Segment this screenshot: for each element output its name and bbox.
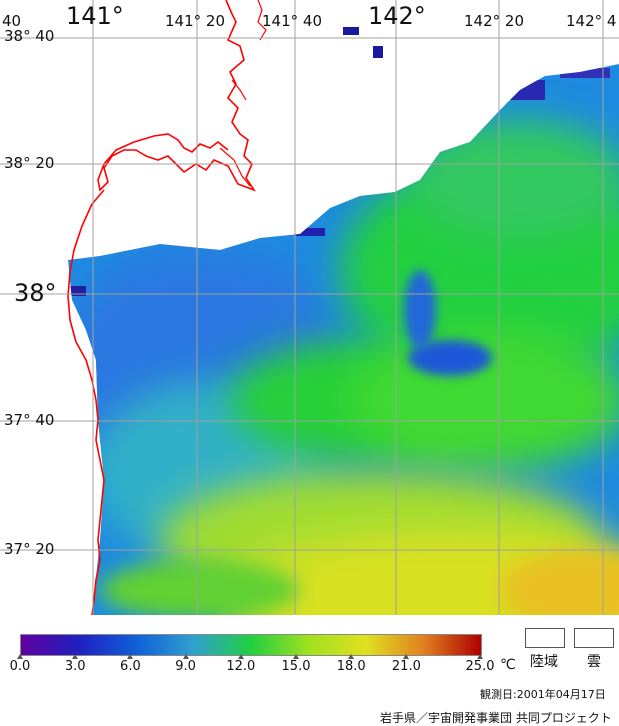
lat-label: 37° 40 <box>4 411 55 429</box>
colorbar-tick-marker <box>477 654 483 659</box>
colorbar-tick-label: 15.0 <box>281 659 311 674</box>
cloud-legend-label: 雲 <box>587 654 601 670</box>
colorbar-tick-marker <box>237 654 244 659</box>
colorbar-tick-label: 21.0 <box>391 659 421 674</box>
unit-label: ℃ <box>500 657 516 673</box>
colorbar-tick-label: 6.0 <box>120 659 141 674</box>
colorbar-tick-label: 25.0 <box>465 659 495 674</box>
colorbar-tick-label: 9.0 <box>175 659 196 674</box>
cloud-speck <box>343 27 359 35</box>
observation-date: 観測日:2001年04月17日 <box>480 688 606 701</box>
lon-label: 141° <box>66 2 124 30</box>
colorbar-tick-marker <box>403 654 410 659</box>
colorbar-tick-label: 18.0 <box>336 659 366 674</box>
colorbar-tick-marker <box>17 654 23 659</box>
temperature-colorbar <box>20 634 482 656</box>
colorbar-tick-label: 12.0 <box>226 659 256 674</box>
lon-label: 142° <box>368 2 426 30</box>
colorbar-tick-marker <box>127 654 134 659</box>
lat-label: 37° 20 <box>4 540 55 558</box>
credit-line: 岩手県／宇宙開発事業団 共同プロジェクト <box>380 711 612 725</box>
lon-label: 142° 4 <box>566 12 617 30</box>
colorbar-tick-marker <box>348 654 355 659</box>
lon-label: 141° 20 <box>165 12 225 30</box>
cloud-speck <box>373 46 383 58</box>
lat-label: 38° 20 <box>4 154 55 172</box>
sst-map <box>0 0 619 615</box>
lon-label: 40 <box>2 12 22 30</box>
colorbar-tick-marker <box>182 654 189 659</box>
land-legend-label: 陸域 <box>530 654 558 670</box>
lon-label: 142° 20 <box>464 12 524 30</box>
coastline-detail <box>219 0 267 187</box>
lat-label: 38° <box>14 279 57 307</box>
land-legend-box <box>525 628 565 648</box>
colorbar-tick-marker <box>293 654 299 659</box>
colorbar-tick-label: 0.0 <box>9 659 31 674</box>
colorbar-tick-label: 3.0 <box>64 659 86 674</box>
lat-label: 38° 40 <box>4 27 55 45</box>
lon-label: 141° 40 <box>262 12 322 30</box>
graticule <box>0 0 619 615</box>
cloud-legend-box <box>574 628 614 648</box>
colorbar-tick-marker <box>72 654 79 659</box>
